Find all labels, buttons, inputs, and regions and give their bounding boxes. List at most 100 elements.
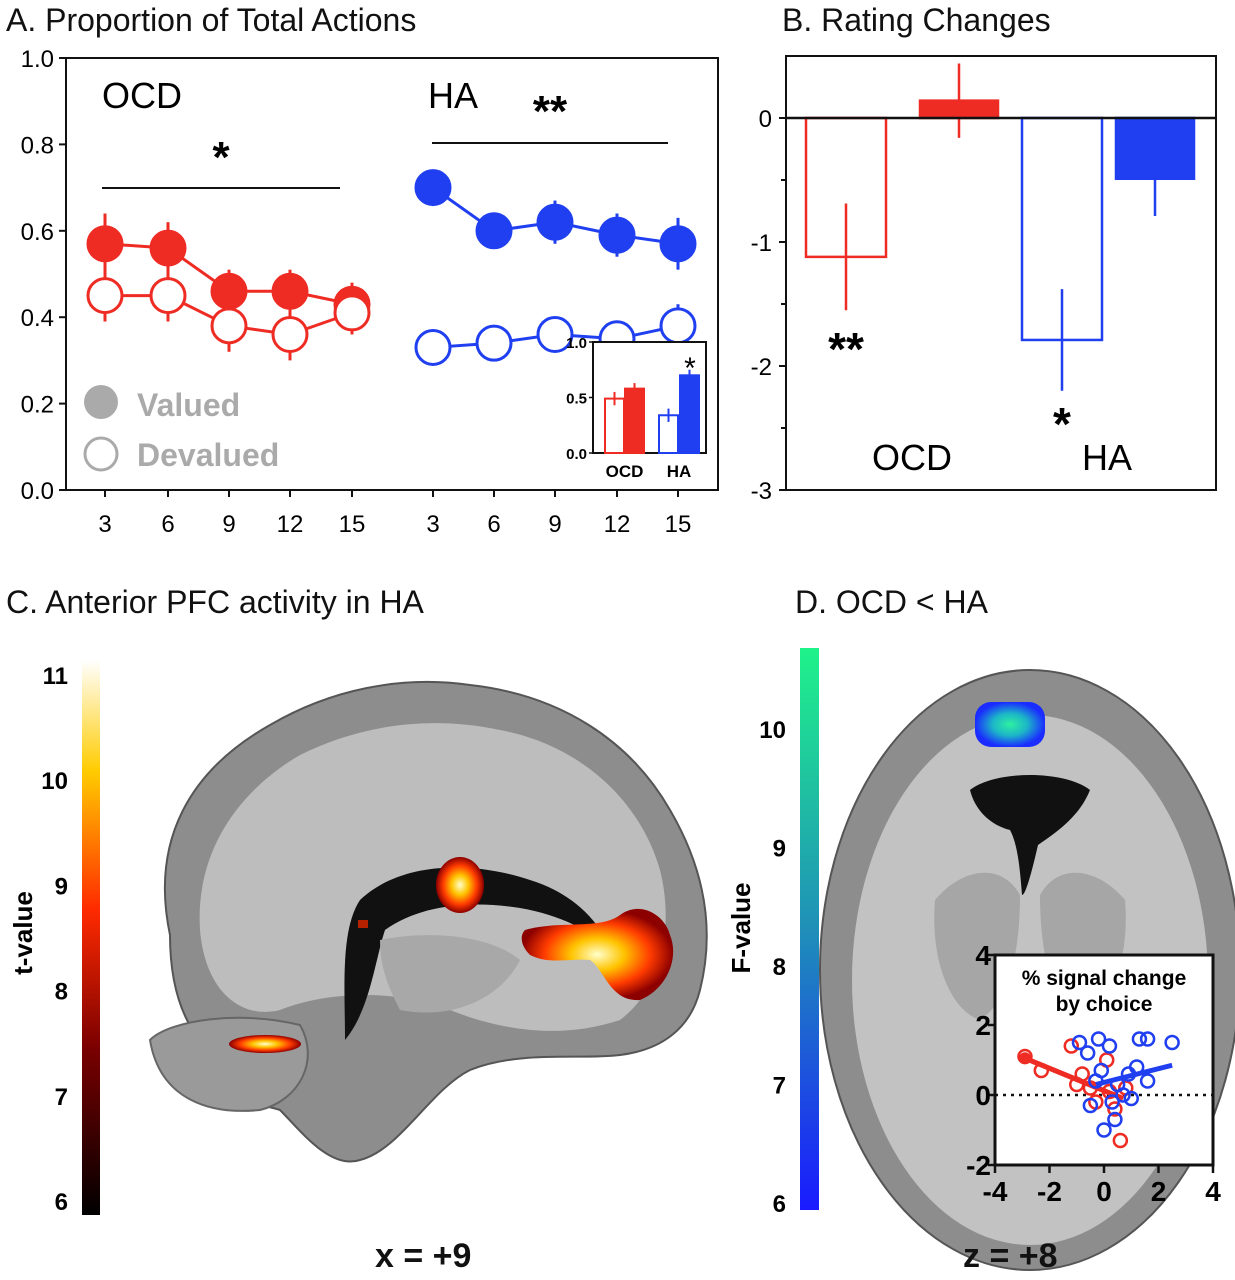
inset-bar-ocd-valued — [624, 387, 645, 454]
data-point-valued — [86, 225, 124, 263]
x-tick-label: 9 — [222, 511, 235, 538]
scatter-point-ha — [1131, 1031, 1148, 1047]
legend-label-valued: Valued — [137, 387, 240, 423]
panel-b-title: B. Rating Changes — [782, 2, 1051, 38]
scatter-point-ocd — [1063, 1038, 1080, 1054]
colorbar-tick-label: 9 — [55, 873, 68, 900]
scatter-x-tick-label: -2 — [1037, 1176, 1062, 1207]
data-point-valued — [271, 272, 309, 310]
data-point-devalued — [86, 277, 124, 315]
scatter-point-ha — [1082, 1097, 1099, 1114]
group-label-ocd: OCD — [102, 75, 182, 116]
slice-label-z: z = +8 — [963, 1237, 1058, 1275]
data-point-devalued — [333, 294, 371, 332]
scatter-point-ha — [1104, 1094, 1120, 1110]
inset-y-tick-label: 1.0 — [566, 335, 587, 352]
significance-ha: * — [1053, 398, 1071, 450]
scatter-y-tick-label: 4 — [975, 940, 991, 971]
x-tick-label: 15 — [665, 511, 692, 538]
y-tick-label: 0.8 — [21, 132, 54, 159]
colorbar-tick-label: 7 — [773, 1073, 786, 1100]
x-tick-label: 12 — [604, 511, 631, 538]
x-tick-label: 9 — [548, 511, 561, 538]
colorbar-tick-label: 10 — [759, 717, 786, 744]
activation-blob-frontal — [975, 702, 1045, 747]
scatter-x-tick-label: -4 — [983, 1176, 1008, 1207]
activation-blob-cerebellum — [229, 1035, 301, 1053]
category-label-ha: HA — [1082, 437, 1132, 478]
inset-bar-ocd-devalued — [604, 397, 625, 454]
scatter-point-ha — [1107, 1111, 1123, 1128]
inset-y-tick-label: 0.0 — [566, 446, 587, 463]
panel-c-title: C. Anterior PFC activity in HA — [6, 584, 424, 620]
scatter-x-tick-label: 4 — [1205, 1176, 1221, 1207]
scatter-x-tick-label: 0 — [1096, 1176, 1112, 1207]
data-point-valued — [598, 216, 636, 254]
x-tick-label: 15 — [339, 511, 366, 538]
scatter-point-ha — [1079, 1045, 1096, 1061]
data-point-valued — [475, 212, 513, 250]
data-point-devalued — [475, 324, 513, 362]
scatter-title-line1: % signal change — [1022, 967, 1187, 990]
scatter-point-ha — [1115, 1087, 1131, 1103]
inset-bar-ha-valued — [679, 374, 700, 454]
y-tick-label: -3 — [751, 478, 772, 505]
plot-frame — [785, 55, 1217, 491]
legend-label-devalued: Devalued — [137, 437, 279, 473]
data-point-devalued — [536, 315, 574, 353]
data-point-devalued — [210, 307, 248, 345]
panel-c-brain-map: 11 10 9 8 7 6 t-value — [8, 660, 708, 1216]
thalamus — [380, 935, 520, 1013]
data-point-devalued — [659, 307, 697, 345]
scatter-y-tick-label: -2 — [966, 1150, 991, 1181]
data-point-devalued — [271, 315, 309, 353]
significance-ha: ** — [533, 87, 568, 136]
fit-line-start-ocd — [1018, 1052, 1031, 1065]
fit-line-ha — [1095, 1062, 1173, 1087]
colorbar-tick-label: 8 — [773, 954, 786, 981]
colorbar-tick-label: 6 — [55, 1189, 68, 1216]
scatter-x-tick-label: 2 — [1151, 1176, 1167, 1207]
x-tick-label: 12 — [277, 511, 304, 538]
fit-line-ocd — [1024, 1055, 1125, 1101]
scatter-point-ha — [1139, 1073, 1156, 1089]
x-tick-label: 3 — [98, 511, 111, 538]
data-point-valued — [536, 203, 574, 241]
scatter-y-tick-label: 0 — [975, 1080, 991, 1111]
scatter-point-ocd — [1107, 1101, 1123, 1117]
scatter-point-ha — [1164, 1034, 1180, 1051]
activation-blob-cingulate — [436, 857, 484, 913]
inset-significance: * — [684, 352, 696, 385]
colorbar-tick-label: 7 — [55, 1084, 68, 1111]
y-tick-label: 0.4 — [21, 305, 54, 332]
plot-frame — [65, 57, 719, 491]
cerebellum — [148, 1016, 309, 1112]
legend-marker-devalued — [83, 436, 119, 472]
scatter-point-ha — [1096, 1122, 1112, 1138]
data-point-valued — [414, 169, 452, 207]
scatter-point-ha — [1071, 1034, 1088, 1051]
colorbar-label: t-value — [8, 891, 38, 975]
significance-ocd: ** — [828, 323, 864, 375]
x-tick-label: 6 — [487, 511, 500, 538]
colorbar-tick-label: 6 — [773, 1191, 786, 1218]
significance-ocd: * — [212, 133, 230, 182]
colorbar — [800, 648, 819, 1210]
legend-marker-valued — [84, 385, 118, 419]
inset-y-tick-label: 0.5 — [566, 391, 587, 408]
slice-label-x: x = +9 — [375, 1237, 472, 1275]
colorbar-tick-label: 10 — [41, 768, 68, 795]
panel-b-bar-chart: 0-1-2-3***OCD HA — [751, 55, 1217, 505]
colorbar-tick-label: 9 — [773, 836, 786, 863]
panel-d-title: D. OCD < HA — [795, 584, 988, 620]
y-tick-label: -2 — [751, 354, 772, 381]
y-tick-label: 0.6 — [21, 219, 54, 246]
inset-category-label: OCD — [606, 462, 644, 481]
y-tick-label: 1.0 — [21, 46, 54, 73]
y-tick-label: 0.2 — [21, 392, 54, 419]
inset-category-label: HA — [667, 462, 692, 481]
lateral-ventricles — [970, 775, 1090, 895]
colorbar-tick-label: 11 — [43, 663, 68, 690]
